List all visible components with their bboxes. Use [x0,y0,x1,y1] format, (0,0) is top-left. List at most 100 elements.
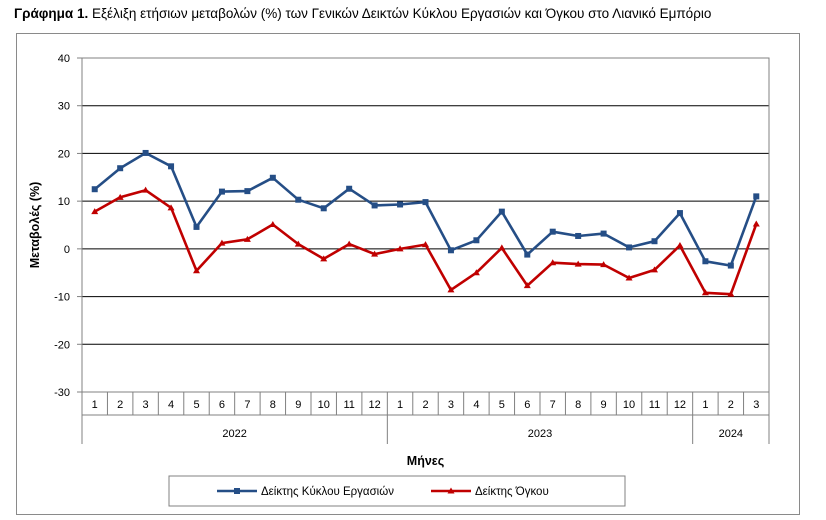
x-axis-title: Μήνες [407,454,444,468]
data-point-2 [600,261,608,268]
data-point-1 [626,244,633,251]
legend-marker-2 [447,487,455,494]
x-tick-label: 1 [397,399,403,411]
chart-title: Γράφημα 1. Εξέλιξη ετήσιων μεταβολών (%)… [14,6,711,21]
data-point-1 [168,163,175,170]
data-point-1 [91,186,98,193]
x-tick-label: 12 [368,399,380,411]
x-tick-label: 2 [728,399,734,411]
data-point-1 [702,258,709,265]
data-point-2 [396,245,404,252]
x-tick-label: 3 [143,399,149,411]
x-group-label: 2023 [528,428,552,440]
x-tick-label: 3 [753,399,759,411]
y-tick-label: 40 [58,53,70,65]
x-tick-label: 9 [295,399,301,411]
y-tick-label: -20 [54,339,70,351]
data-point-1 [218,188,225,195]
y-tick-label: 20 [58,148,70,160]
x-tick-label: 2 [117,399,123,411]
data-point-2 [294,240,302,247]
x-tick-label: 9 [601,399,607,411]
data-point-1 [727,262,734,269]
data-point-1 [244,188,251,195]
chart-frame: -30 -20 -10 0 10 20 30 40 1 2 3 4 5 6 7 8 9 10 11 12 1 2 3 4 5 6 7… [16,33,800,515]
data-point-1 [498,208,505,215]
data-point-1 [295,196,302,203]
data-point-2 [447,286,455,293]
data-point-1 [676,210,683,217]
data-point-2 [371,250,379,257]
x-tick-label: 12 [674,399,686,411]
data-point-2 [193,267,200,274]
x-tick-label: 3 [448,399,454,411]
y-tick-label: -30 [54,387,70,399]
data-point-2 [625,274,633,281]
x-group-label: 2024 [719,428,743,440]
x-tick-label: 11 [649,399,660,411]
x-tick-label: 5 [499,399,505,411]
y-tick-label: -10 [54,292,70,304]
chart-title-bold: Γράφημα 1. [14,6,89,21]
data-point-2 [269,221,277,228]
data-point-2 [676,242,684,249]
x-tick-label: 1 [92,399,98,411]
plot-area [81,57,770,393]
data-point-2 [701,289,709,296]
x-tick-label: 8 [575,399,581,411]
data-point-2 [422,241,429,248]
data-point-2 [549,259,557,266]
data-point-1 [473,237,480,244]
data-point-2 [218,239,226,246]
data-point-2 [472,269,480,276]
data-point-1 [320,205,327,212]
data-point-2 [142,186,150,193]
data-point-1 [575,232,582,239]
x-tick-label: 6 [524,399,530,411]
data-point-2 [116,193,124,200]
data-point-2 [498,244,506,251]
data-point-1 [447,247,454,254]
data-point-2 [651,266,658,273]
x-tick-label: 10 [318,399,330,411]
data-point-2 [320,255,328,262]
x-tick-label: 4 [168,399,174,411]
data-point-2 [345,240,353,247]
data-point-1 [371,202,378,209]
data-point-1 [524,251,531,258]
data-point-1 [753,193,760,200]
x-tick-label: 6 [219,399,225,411]
x-tick-label: 1 [702,399,708,411]
data-point-1 [422,199,429,206]
x-tick-label: 8 [270,399,276,411]
data-point-1 [651,238,658,245]
data-point-2 [523,282,531,289]
data-point-2 [574,260,582,267]
y-axis-title: Μεταβολές (%) [28,182,42,269]
data-point-1 [397,201,404,208]
x-tick-label: 10 [623,399,635,411]
legend-marker-1 [234,488,240,494]
data-point-1 [346,185,353,192]
data-point-1 [117,165,124,172]
data-point-1 [142,149,149,156]
chart-title-text: Εξέλιξη ετήσιων μεταβολών (%) των Γενικώ… [88,6,712,21]
data-point-2 [243,235,251,242]
x-tick-label: 7 [550,399,556,411]
data-point-2 [727,290,735,297]
data-point-1 [600,230,607,237]
data-point-1 [193,223,200,230]
y-tick-label: 0 [64,244,70,256]
x-group-label: 2022 [222,428,246,440]
data-point-1 [549,228,556,235]
data-point-2 [91,208,99,215]
x-tick-label: 5 [193,399,199,411]
legend-label-2: Δείκτης Όγκου [475,486,549,498]
data-point-1 [269,174,276,181]
y-tick-label: 30 [58,101,70,113]
data-point-2 [167,204,175,211]
y-tick-label: 10 [58,196,70,208]
x-tick-label: 11 [343,399,354,411]
legend-label-1: Δείκτης Κύκλου Εργασιών [261,486,394,498]
